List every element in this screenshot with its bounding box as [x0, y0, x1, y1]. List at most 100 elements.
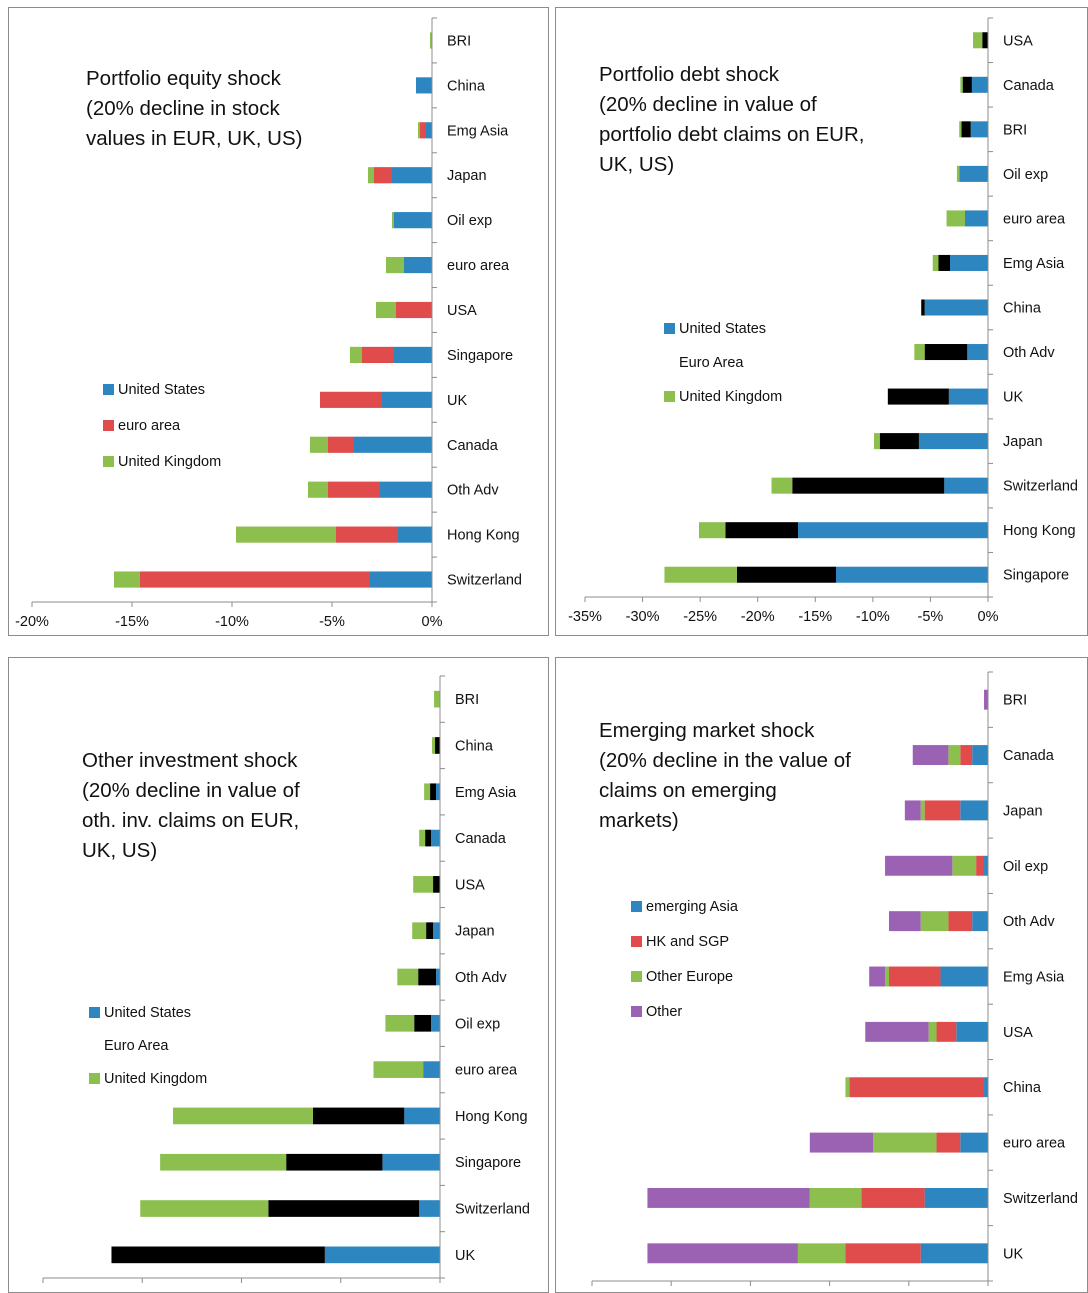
x-tick-label: -35%: [568, 609, 602, 625]
bar-hong-kong-euro-area: [312, 1107, 405, 1125]
category-label: Emg Asia: [1003, 970, 1065, 986]
bar-canada-united-states: [431, 829, 440, 847]
bar-bri-united-states: [970, 121, 988, 138]
bar-japan-united-kingdom: [412, 922, 427, 940]
chart-title-line: (20% decline in value of: [599, 93, 817, 116]
bar-emg-asia-united-states: [436, 783, 440, 801]
bar-emg-asia-united-states: [426, 122, 432, 139]
bar-hong-kong-united-kingdom: [698, 522, 726, 539]
bar-bri-united-kingdom: [430, 32, 432, 49]
chart-svg-other-investment: BRI China Emg Asia Canada USA Japan Oth Adv Oil…: [26, 675, 530, 1293]
chart-title-line: markets): [599, 809, 679, 832]
bar-oil-exp-hk-and-sgp: [976, 855, 985, 876]
bar-singapore-united-states: [394, 346, 432, 364]
bar-singapore-united-states: [382, 1153, 440, 1171]
bar-bri-other: [984, 689, 988, 710]
legend-label: United States: [118, 382, 206, 398]
category-label: Oth Adv: [1003, 914, 1055, 930]
category-label: Switzerland: [455, 1202, 530, 1218]
category-label: China: [1003, 1080, 1042, 1096]
bar-emg-asia-euro-area: [938, 254, 950, 271]
bar-canada-euro-area: [425, 829, 432, 847]
bar-japan-euro-area: [879, 433, 919, 450]
bar-emg-asia-united-kingdom: [418, 122, 420, 139]
bar-switzerland-united-states: [944, 477, 988, 494]
bar-canada-united-kingdom: [419, 829, 426, 847]
bar-oth-adv-euro-area: [418, 968, 437, 986]
bar-bri-united-kingdom: [959, 121, 962, 138]
bar-oil-exp-united-kingdom: [956, 165, 960, 182]
bar-canada-united-states: [971, 76, 988, 93]
legend-swatch: [89, 1007, 100, 1018]
bar-oth-adv-euro-area: [328, 481, 380, 498]
bar-hong-kong-united-states: [404, 1107, 440, 1125]
bar-switzerland-euro-area: [140, 571, 370, 588]
bar-oil-exp-united-states: [959, 165, 988, 182]
bar-china-united-states: [416, 77, 432, 94]
legend-swatch: [631, 971, 642, 982]
x-tick-label: -30%: [125, 1290, 159, 1293]
bar-canada-united-kingdom: [310, 436, 328, 453]
chart-panel-emerging-market: BRI Canada Japan Oil exp Oth Adv Emg Asia USA C…: [555, 657, 1088, 1293]
chart-svg-emerging-market: BRI Canada Japan Oil exp Oth Adv Emg Asia USA C…: [591, 671, 1078, 1286]
chart-panel-portfolio-equity: BRI China Emg Asia Japan Oil exp euro area USA…: [8, 7, 549, 636]
bar-uk-united-states: [948, 388, 988, 405]
category-label: euro area: [1003, 1136, 1066, 1152]
category-label: euro area: [1003, 211, 1066, 227]
bar-switzerland-other: [647, 1187, 810, 1208]
category-label: UK: [447, 393, 467, 409]
legend-label: Euro Area: [104, 1038, 169, 1054]
bar-japan-euro-area: [374, 167, 392, 184]
category-label: Canada: [455, 831, 507, 847]
bar-china-euro-area: [435, 737, 440, 754]
x-tick-label: -25%: [683, 609, 717, 625]
bar-euro-area-united-states: [423, 1061, 440, 1078]
legend-label: Other: [646, 1004, 683, 1020]
bar-switzerland-united-states: [419, 1200, 440, 1217]
x-tick-label: -20%: [15, 614, 49, 630]
category-label: Oil exp: [447, 213, 492, 229]
bar-uk-euro-area: [111, 1246, 325, 1264]
bar-china-emerging-asia: [984, 1077, 988, 1098]
bar-singapore-united-kingdom: [664, 566, 737, 583]
legend-label: United States: [679, 321, 767, 337]
bar-usa-euro-area: [396, 301, 432, 319]
category-label: Canada: [447, 438, 499, 454]
chart-title-line: (20% decline in the value of: [599, 749, 851, 772]
bar-switzerland-united-kingdom: [771, 477, 793, 494]
bar-singapore-united-kingdom: [160, 1153, 287, 1171]
legend-label: United Kingdom: [679, 389, 783, 405]
bar-euro-area-emerging-asia: [960, 1132, 988, 1153]
category-label: Japan: [455, 924, 495, 940]
category-label: Japan: [1003, 434, 1043, 450]
category-label: UK: [455, 1248, 475, 1264]
x-tick-label: -10%: [324, 1290, 358, 1293]
bar-canada-other: [912, 745, 949, 766]
chart-title-line: Emerging market shock: [599, 719, 815, 742]
bar-hong-kong-united-kingdom: [236, 526, 336, 543]
chart-title-line: (20% decline in stock: [86, 97, 280, 120]
chart-title: Other investment shock (20% decline in va…: [82, 746, 300, 866]
bar-oil-exp-united-states: [431, 1014, 440, 1032]
legend-swatch: [103, 420, 114, 431]
bar-canada-euro-area: [328, 436, 354, 453]
bar-oth-adv-euro-area: [924, 344, 968, 361]
legend-swatch: [103, 384, 114, 395]
bar-switzerland-united-kingdom: [114, 571, 140, 588]
category-label: Hong Kong: [455, 1109, 528, 1125]
chart-title: Portfolio debt shock (20% decline in valu…: [599, 60, 864, 180]
category-label: Emg Asia: [455, 785, 517, 801]
bar-emg-asia-united-kingdom: [424, 783, 431, 801]
bar-japan-other: [904, 800, 921, 821]
bar-singapore-united-kingdom: [350, 346, 362, 364]
chart-title: Emerging market shock (20% decline in the…: [599, 716, 851, 836]
legend-label: Euro Area: [679, 355, 744, 371]
category-label: USA: [447, 303, 477, 319]
bar-euro-area-united-kingdom: [386, 256, 404, 274]
bar-canada-united-kingdom: [960, 76, 963, 93]
chart-title-line: Other investment shock: [82, 749, 298, 772]
category-label: USA: [1003, 1025, 1033, 1041]
bar-emg-asia-emerging-asia: [940, 966, 988, 987]
chart-title-line: UK, US): [599, 153, 675, 176]
bar-oth-adv-united-states: [967, 344, 988, 361]
